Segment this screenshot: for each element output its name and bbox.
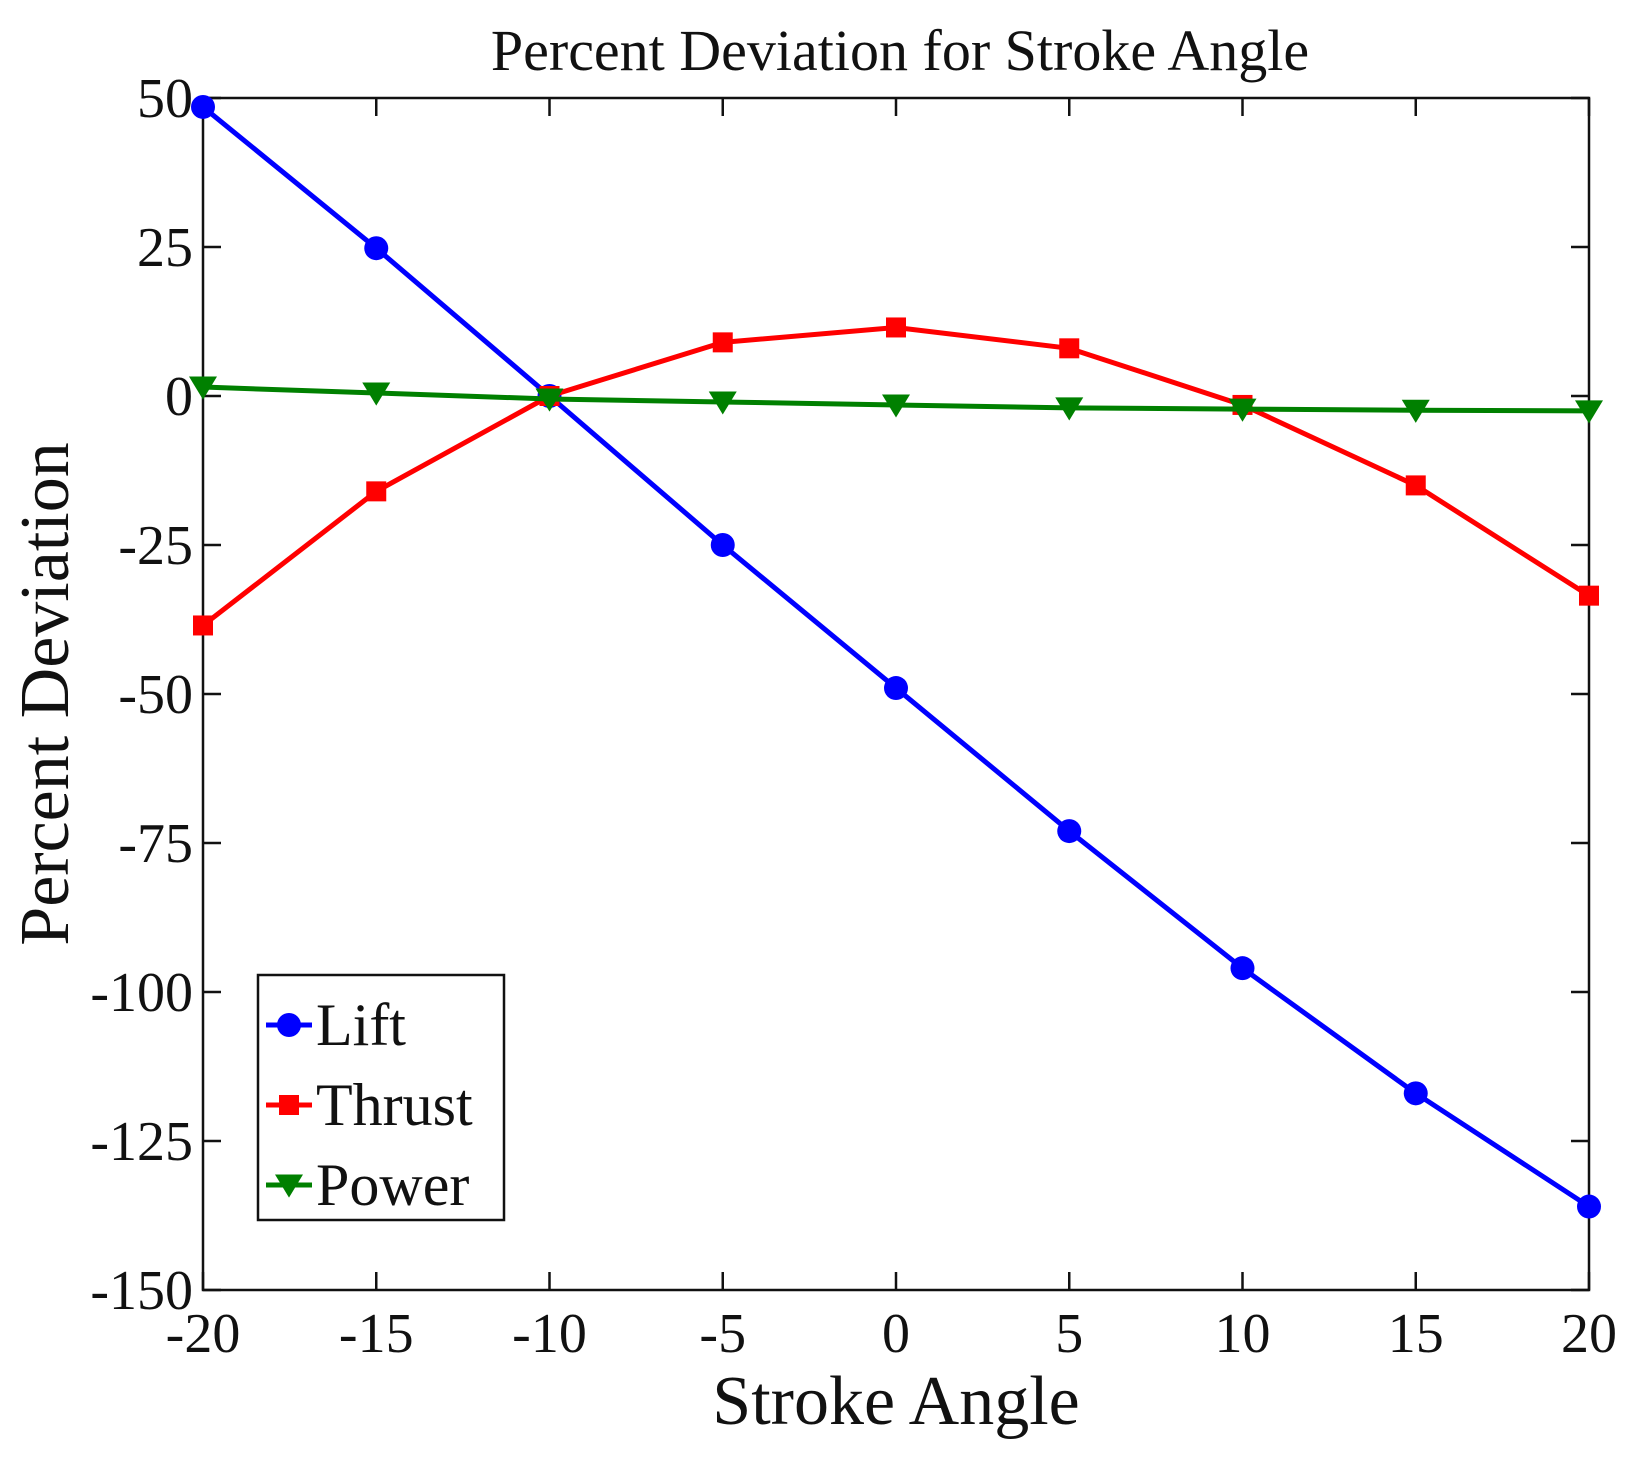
y-axis-label: Percent Deviation [7,442,84,945]
legend-item-lift: Lift [266,992,406,1058]
legend-item-thrust: Thrust [266,1072,473,1138]
thrust-point [1405,475,1426,496]
power-point [1228,398,1257,422]
power-point [1055,397,1084,421]
x-tick-label: -10 [512,1303,587,1365]
power-point [708,391,737,415]
legend-label-power: Power [316,1152,469,1218]
x-tick-label: 15 [1388,1303,1444,1365]
legend: Lift Thrust Power [256,973,506,1222]
series-lift [191,94,1601,1219]
y-tick-label: -100 [90,962,193,1024]
thrust-point [886,317,906,338]
lift-point [710,533,735,557]
lift-point [1230,956,1255,981]
chart-title: Percent Deviation for Stroke Angle [491,18,1309,83]
series-power [189,376,1603,424]
x-axis-label: Stroke Angle [712,1363,1079,1440]
thrust-point [1059,338,1080,359]
y-tick-label: 0 [165,366,193,428]
lift-point [1403,1081,1428,1106]
legend-marker-lift [277,1013,301,1037]
power-point [882,394,910,418]
series-layer [189,94,1603,1219]
x-tick-label: -5 [699,1303,746,1365]
y-tick-label: -75 [118,813,193,875]
legend-marker-power [275,1174,303,1198]
x-tick-label: -15 [339,1303,414,1365]
x-tick-label: 20 [1561,1303,1617,1365]
series-thrust [193,317,1599,636]
y-tick-label: -50 [118,664,193,726]
y-tick-label: -25 [118,515,193,577]
thrust-point [193,615,213,636]
power-point [1401,399,1430,423]
thrust-line [201,324,1591,628]
legend-label-lift: Lift [316,992,406,1058]
lift-point [1057,819,1082,844]
y-tick-label: 25 [137,217,193,279]
lift-point [191,94,215,119]
x-tick-label: 10 [1215,1303,1271,1365]
power-point [535,388,564,412]
thrust-point [712,332,733,353]
legend-marker-thrust [279,1095,299,1115]
x-tick-label: -20 [166,1303,241,1365]
power-point [362,382,391,406]
thrust-point [1579,585,1599,606]
y-axis-ticks: 50 25 0 -25 -50 -75 -100 -125 -150 [90,68,1589,1322]
lift-point [884,676,908,701]
thrust-point [366,481,387,502]
legend-item-power: Power [266,1152,469,1218]
y-tick-label: -150 [90,1260,193,1322]
x-tick-label: 0 [882,1303,910,1365]
power-point [189,376,217,400]
power-point [1575,400,1603,424]
x-axis-ticks: -20 -15 -10 -5 0 5 10 15 20 [166,98,1617,1365]
x-tick-label: 5 [1055,1303,1083,1365]
lift-point [364,236,389,261]
lift-point [1577,1194,1601,1219]
legend-label-thrust: Thrust [316,1072,473,1138]
y-tick-label: -125 [90,1111,193,1173]
y-tick-label: 50 [137,68,193,130]
